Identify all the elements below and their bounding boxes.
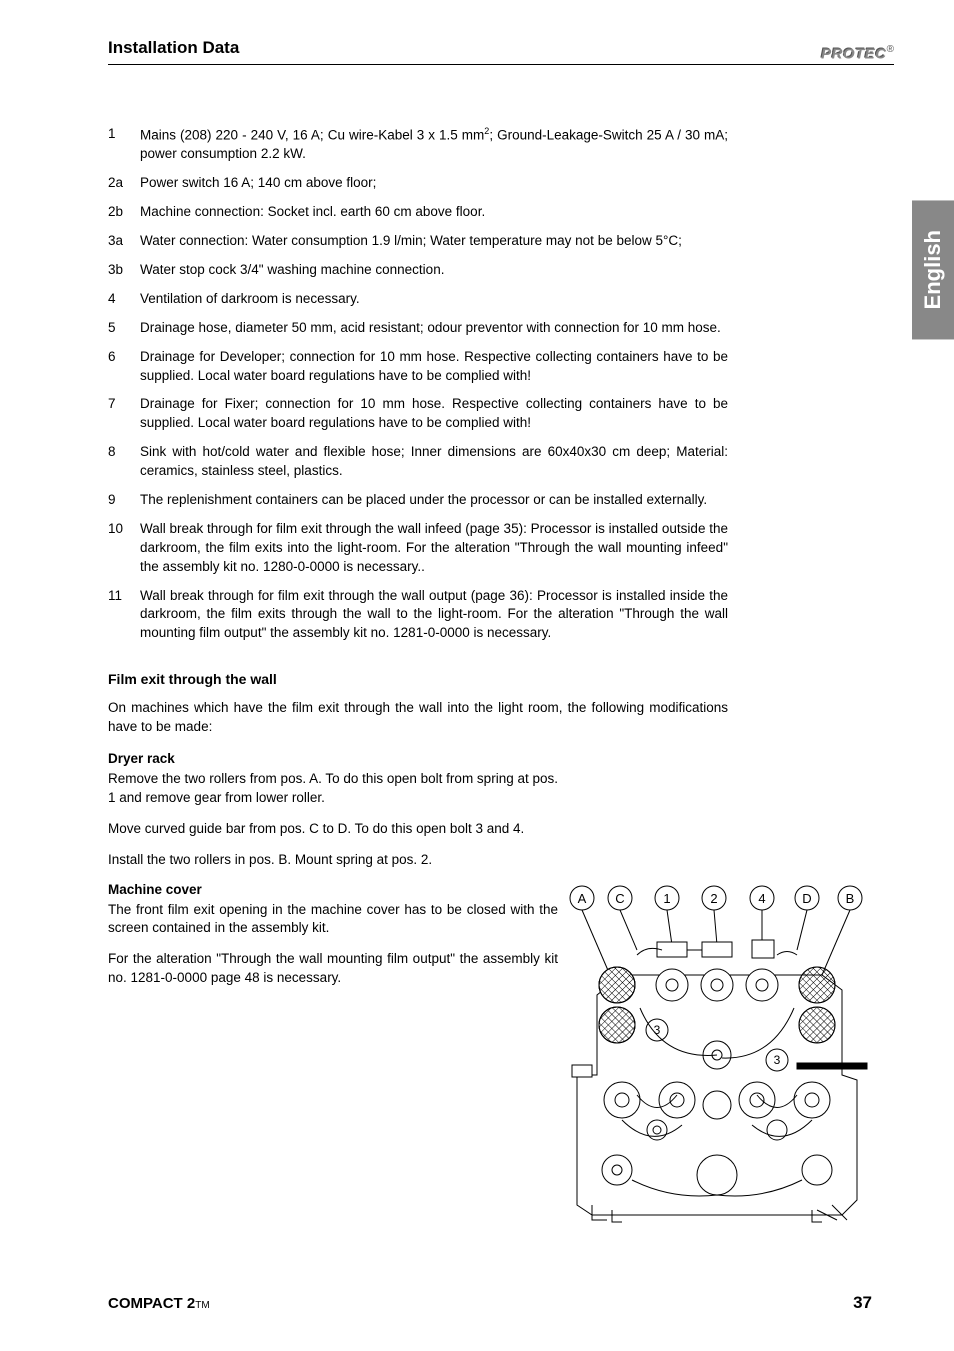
svg-text:4: 4 <box>758 891 765 906</box>
list-item-number: 6 <box>108 348 140 386</box>
list-item-text: The replenishment containers can be plac… <box>140 491 728 510</box>
main-content: 1Mains (208) 220 - 240 V, 16 A; Cu wire-… <box>108 125 728 1000</box>
list-item: 1Mains (208) 220 - 240 V, 16 A; Cu wire-… <box>108 125 728 164</box>
dryer-rack-heading: Dryer rack <box>108 751 558 766</box>
list-item-number: 10 <box>108 520 140 577</box>
list-item-number: 11 <box>108 587 140 644</box>
list-item: 3bWater stop cock 3/4" washing machine c… <box>108 261 728 280</box>
list-item-number: 3a <box>108 232 140 251</box>
list-item: 2aPower switch 16 A; 140 cm above floor; <box>108 174 728 193</box>
list-item-text: Ventilation of darkroom is necessary. <box>140 290 728 309</box>
list-item: 10Wall break through for film exit throu… <box>108 520 728 577</box>
machine-cover-heading: Machine cover <box>108 882 558 897</box>
subsection-title: Film exit through the wall <box>108 671 728 687</box>
dryer-rack-para1: Remove the two rollers from pos. A. To d… <box>108 770 558 808</box>
list-item-text: Power switch 16 A; 140 cm above floor; <box>140 174 728 193</box>
language-tab-label: English <box>920 230 945 309</box>
list-item-text: Drainage for Fixer; connection for 10 mm… <box>140 395 728 433</box>
list-item: 5Drainage hose, diameter 50 mm, acid res… <box>108 319 728 338</box>
dryer-rack-para3: Install the two rollers in pos. B. Mount… <box>108 851 558 870</box>
list-item-text: Machine connection: Socket incl. earth 6… <box>140 203 728 222</box>
list-item: 8Sink with hot/cold water and flexible h… <box>108 443 728 481</box>
page-link[interactable]: page 35 <box>470 521 519 536</box>
svg-text:A: A <box>578 891 587 906</box>
page-link[interactable]: page 36 <box>475 588 524 603</box>
list-item-number: 8 <box>108 443 140 481</box>
list-item-number: 2b <box>108 203 140 222</box>
list-item-number: 9 <box>108 491 140 510</box>
list-item-text: Water stop cock 3/4" washing machine con… <box>140 261 728 280</box>
svg-text:B: B <box>846 891 855 906</box>
list-item: 4Ventilation of darkroom is necessary. <box>108 290 728 309</box>
list-item-text: Wall break through for film exit through… <box>140 520 728 577</box>
list-item-text: Drainage for Developer; connection for 1… <box>140 348 728 386</box>
machine-cover-para1: The front film exit opening in the machi… <box>108 901 558 939</box>
header-row: Installation Data <box>108 38 894 65</box>
svg-text:2: 2 <box>710 891 717 906</box>
brand-logo: PROTEC® <box>821 44 894 63</box>
dryer-rack-para2: Move curved guide bar from pos. C to D. … <box>108 820 558 839</box>
list-item-text: Drainage hose, diameter 50 mm, acid resi… <box>140 319 728 338</box>
list-item-text: Wall break through for film exit through… <box>140 587 728 644</box>
list-item-number: 4 <box>108 290 140 309</box>
language-tab: English <box>912 200 954 339</box>
list-item-number: 7 <box>108 395 140 433</box>
list-item: 7Drainage for Fixer; connection for 10 m… <box>108 395 728 433</box>
list-item-number: 1 <box>108 125 140 164</box>
svg-text:1: 1 <box>663 891 670 906</box>
subsection-intro: On machines which have the film exit thr… <box>108 699 728 737</box>
page-link-48[interactable]: page 48 <box>211 970 260 985</box>
list-item: 9The replenishment containers can be pla… <box>108 491 728 510</box>
list-item-text: Mains (208) 220 - 240 V, 16 A; Cu wire-K… <box>140 125 728 164</box>
page-number: 37 <box>853 1293 872 1313</box>
list-item-number: 5 <box>108 319 140 338</box>
svg-text:D: D <box>802 891 811 906</box>
svg-text:3: 3 <box>774 1053 781 1067</box>
list-item-number: 2a <box>108 174 140 193</box>
machine-cover-para2: For the alteration "Through the wall mou… <box>108 950 558 988</box>
list-item-text: Sink with hot/cold water and flexible ho… <box>140 443 728 481</box>
list-item-text: Water connection: Water consumption 1.9 … <box>140 232 728 251</box>
section-title: Installation Data <box>108 38 239 58</box>
list-item-number: 3b <box>108 261 140 280</box>
list-item: 6Drainage for Developer; connection for … <box>108 348 728 386</box>
svg-text:C: C <box>615 891 624 906</box>
footer: COMPACT 2TM 37 <box>108 1293 872 1313</box>
list-item: 2bMachine connection: Socket incl. earth… <box>108 203 728 222</box>
list-item: 11Wall break through for film exit throu… <box>108 587 728 644</box>
left-column: Dryer rack Remove the two rollers from p… <box>108 751 558 1000</box>
list-item: 3aWater connection: Water consumption 1.… <box>108 232 728 251</box>
dryer-rack-diagram: A C 1 2 4 D B <box>562 880 872 1225</box>
product-name: COMPACT 2TM <box>108 1295 210 1313</box>
